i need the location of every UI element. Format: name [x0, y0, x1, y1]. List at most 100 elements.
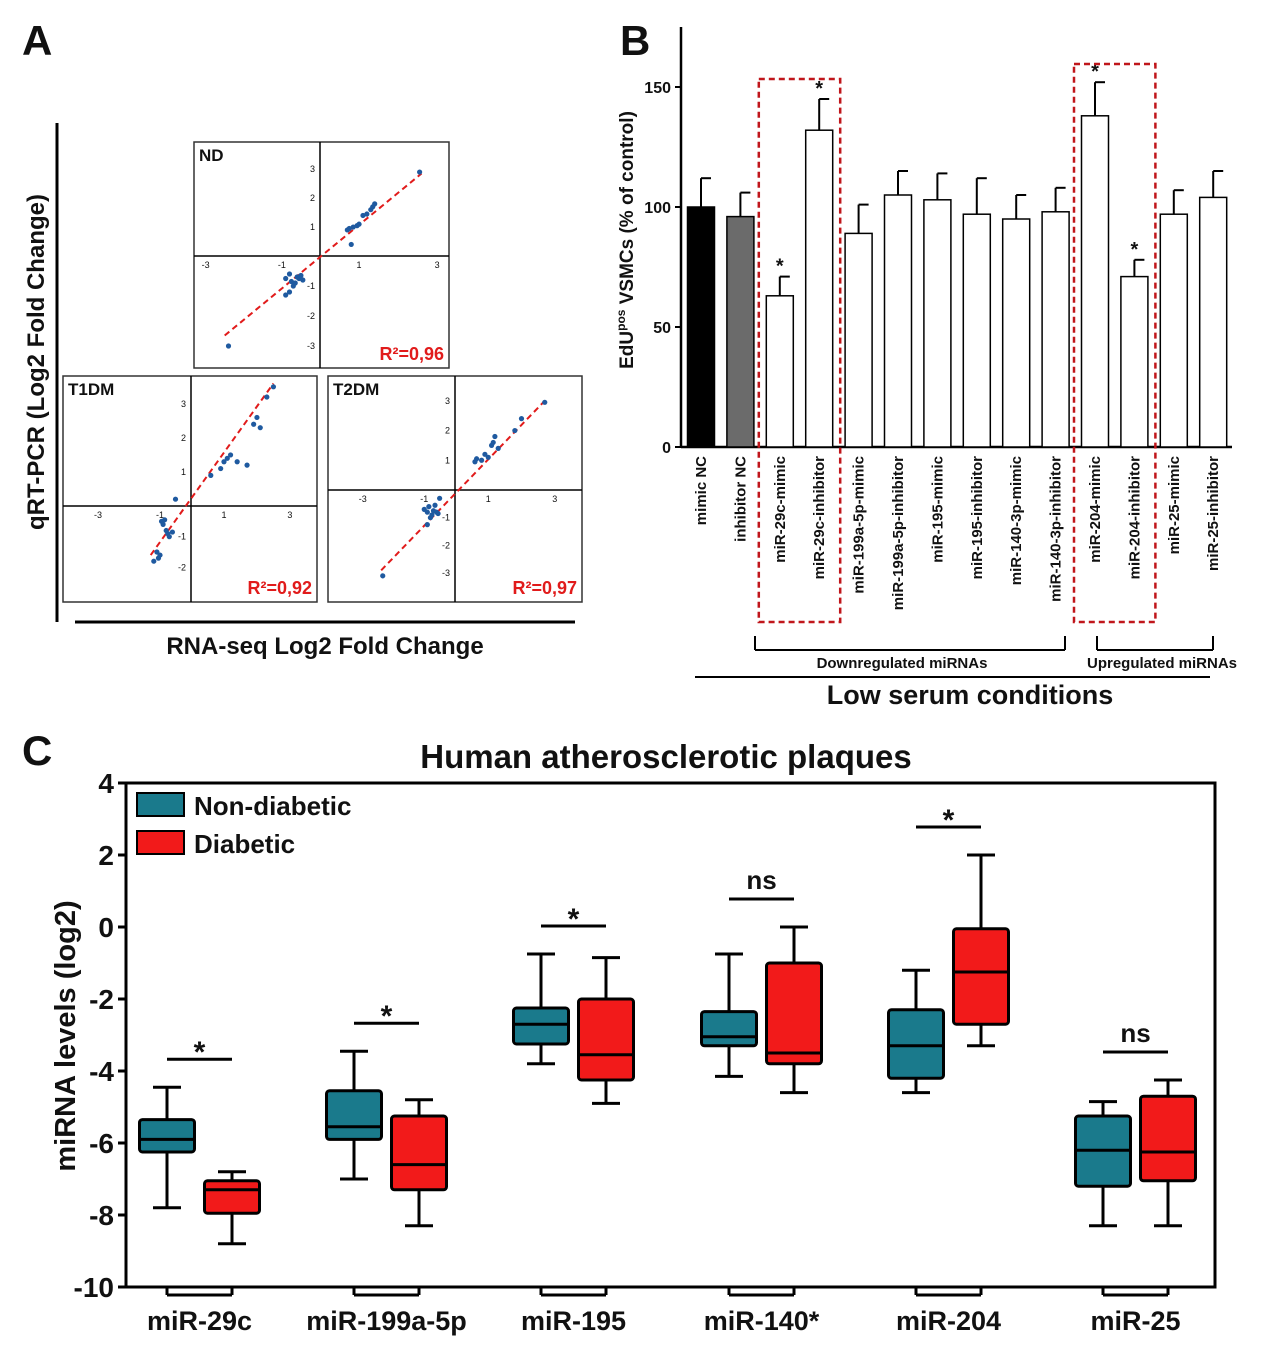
t1dm-xtick: 3 [287, 510, 292, 520]
highlight-box [1072, 62, 1157, 624]
panel-c-ylabel: miRNA levels (log2) [50, 900, 82, 1171]
t2dm-xtick: -3 [359, 494, 367, 504]
significance-label: ns [1120, 1018, 1150, 1048]
nd-xtick: -1 [278, 260, 286, 270]
t2dm-ytick: -1 [442, 513, 450, 523]
bar [883, 194, 913, 448]
nd-point [283, 275, 289, 282]
t1dm-frame [62, 375, 318, 603]
t1dm-point [162, 517, 168, 523]
nd-ytick: 3 [310, 164, 315, 174]
box-ytick-label: 0 [98, 912, 114, 943]
t2dm-point [485, 454, 491, 460]
scatter-nd: -3 -1 1 3 3 2 1 -1 -2 -3 ND R²=0,96 [193, 141, 450, 369]
panel-label-c: C [22, 727, 52, 774]
legend-label-diabetic: Diabetic [194, 829, 295, 859]
bar [962, 213, 992, 448]
nd-point [298, 272, 304, 279]
bar [1120, 275, 1149, 448]
bar [804, 129, 834, 448]
nd-point [225, 343, 232, 349]
panel-b-ylabel-sup: pos [614, 309, 628, 331]
highlight-box [757, 77, 842, 624]
t1dm-point [221, 459, 227, 465]
box-category-label: miR-199a-5p [306, 1306, 467, 1336]
box-plot-frame [124, 781, 1217, 1289]
t2dm-ytick: 1 [445, 455, 450, 465]
nd-point [286, 271, 293, 277]
nd-point [292, 280, 298, 286]
t2dm-ytick: -2 [442, 540, 450, 550]
nd-point [348, 241, 354, 248]
nd-point [372, 201, 378, 207]
nd-ytick: 1 [310, 222, 315, 232]
t1dm-point [218, 465, 224, 472]
bar [844, 232, 873, 448]
panel-c-title: Human atherosclerotic plaques [420, 738, 911, 775]
legend-label-non-diabetic: Non-diabetic [194, 791, 351, 821]
bar-ytick-label: 0 [662, 440, 671, 457]
t1dm-point [234, 459, 240, 465]
bar [1080, 115, 1110, 448]
box [512, 1006, 570, 1046]
t2dm-point [512, 427, 518, 434]
bar [1001, 218, 1031, 448]
box-ytick-label: -10 [74, 1272, 114, 1303]
t2dm-r2: R²=0,97 [512, 578, 577, 598]
t1dm-r2: R²=0,92 [247, 578, 312, 598]
t1dm-xtick: -3 [94, 510, 102, 520]
box-ytick-label: 4 [98, 768, 114, 799]
t1dm-point [254, 414, 260, 421]
box-category-label: miR-29c [147, 1306, 252, 1336]
panel-b-ylabel: EdUpos VSMCs (% of control) [614, 111, 638, 369]
panel-b: B EdUpos VSMCs (% of control) 0 50 100 150 m… [614, 17, 1237, 710]
t1dm-point [155, 555, 162, 561]
box [887, 1008, 945, 1080]
box [700, 1010, 758, 1048]
box-ytick-label: -6 [89, 1128, 114, 1159]
nd-ytick: 2 [310, 193, 315, 203]
bar-category-label: miR-140-3p-mimic [1008, 456, 1025, 585]
box [203, 1179, 261, 1215]
t1dm-point [251, 421, 257, 427]
upregulated-label: Upregulated miRNAs [1087, 655, 1237, 672]
t2dm-point [478, 457, 485, 463]
bar [1159, 213, 1189, 448]
t2dm-point [424, 509, 430, 515]
bar [923, 199, 952, 448]
nd-xtick: 3 [435, 260, 440, 270]
panel-a-xlabel: RNA-seq Log2 Fold Change [166, 633, 483, 660]
significance-label: * [568, 903, 580, 936]
panel-b-ylabel-suffix: VSMCs (% of control) [617, 111, 638, 309]
box-ytick-label: 2 [98, 840, 114, 871]
nd-ytick: -1 [307, 281, 315, 291]
significance-label: * [943, 804, 955, 837]
bar-significance: * [1091, 61, 1099, 83]
t1dm-title: T1DM [68, 380, 114, 399]
scatter-t1dm: -3 -1 1 3 3 2 1 -1 -2 T1DM R²=0,92 [62, 375, 318, 603]
bar-category-label: miR-29c-inhibitor [811, 456, 828, 580]
t2dm-point [542, 399, 548, 405]
t1dm-ytick: -1 [178, 532, 186, 542]
box [577, 997, 635, 1082]
t1dm-ytick: 2 [181, 433, 186, 443]
bar-category-label: miR-29c-mimic [772, 456, 789, 563]
bar-ytick-label: 50 [653, 320, 671, 337]
t1dm-point [160, 521, 166, 528]
significance-label: * [381, 1000, 393, 1033]
t1dm-xtick: 1 [221, 510, 226, 520]
nd-point [417, 169, 423, 175]
nd-xtick: -3 [202, 260, 210, 270]
box-ytick-label: -8 [89, 1200, 114, 1231]
bar-category-label: miR-25-mimic [1166, 456, 1183, 554]
bar-category-label: miR-204-inhibitor [1126, 456, 1143, 580]
t2dm-point [432, 502, 438, 508]
t2dm-point [518, 416, 525, 422]
t1dm-ytick: 1 [181, 467, 186, 477]
condition-label: Low serum conditions [827, 680, 1114, 710]
box [325, 1089, 383, 1141]
box [952, 927, 1010, 1026]
t1dm-point [227, 452, 234, 458]
t2dm-ytick: 2 [445, 426, 450, 436]
